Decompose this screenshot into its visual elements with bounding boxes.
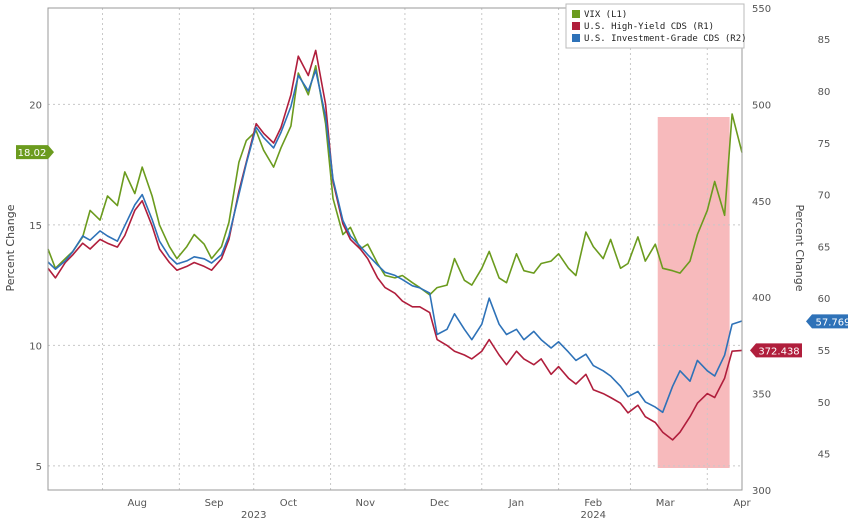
tick-label-r2: 55 [818, 346, 831, 357]
series-line-2 [47, 69, 743, 414]
highlight-region [657, 117, 730, 468]
tick-label-r1: 350 [752, 390, 771, 401]
series-line-1 [47, 49, 743, 441]
grid-layer [48, 8, 742, 490]
legend-swatch [572, 34, 580, 42]
legend-label: U.S. Investment-Grade CDS (R2) [584, 34, 747, 44]
tick-label-x: Mar [656, 498, 676, 509]
tick-label-left: 5 [36, 462, 42, 473]
last-value-badge: 57.769 [806, 314, 848, 328]
last-value-badge: 18.02 [16, 145, 54, 160]
tick-label-x: Oct [280, 498, 297, 509]
tick-label-x: Feb [584, 498, 602, 509]
tick-label-r1: 550 [752, 4, 771, 15]
last-value-badge-bg [16, 145, 54, 160]
last-value-badge: 372.438 [750, 343, 802, 358]
y-axis-title-left: Percent Change [4, 204, 17, 291]
tick-label-left: 10 [29, 341, 42, 352]
year-label: 2023 [241, 510, 266, 520]
tick-label-r1: 500 [752, 100, 771, 111]
legend-label: U.S. High-Yield CDS (R1) [584, 22, 714, 32]
tick-label-r2: 85 [818, 35, 831, 46]
tick-label-r2: 65 [818, 242, 831, 253]
tick-label-x: Jan [508, 498, 524, 509]
last-value-label: 57.769 [816, 317, 848, 328]
tick-label-x: Sep [205, 498, 224, 509]
last-value-label: 372.438 [758, 346, 799, 357]
y-axis-title-right: Percent Change [793, 204, 806, 291]
series-layer [47, 49, 743, 441]
tick-label-r1: 300 [752, 486, 771, 497]
last-value-badge-bg [806, 314, 848, 329]
tick-label-r2: 75 [818, 139, 831, 150]
legend: VIX (L1) U.S. High-Yield CDS (R1) U.S. Inv… [565, 3, 747, 49]
last-value-badge-bg [750, 343, 802, 358]
legend-swatch [572, 10, 580, 18]
legend-swatch [572, 22, 580, 30]
tick-label-left: 20 [29, 100, 42, 111]
tick-label-r2: 70 [818, 191, 831, 202]
tick-label-x: Dec [430, 498, 449, 509]
legend-box [565, 3, 745, 49]
tick-label-r2: 80 [818, 87, 831, 98]
tick-label-left: 15 [29, 221, 42, 232]
tick-label-x: Aug [127, 498, 147, 509]
tick-label-r2: 50 [818, 398, 831, 409]
tick-label-r2: 60 [818, 294, 831, 305]
tick-label-r2: 45 [818, 450, 831, 461]
tick-label-x: Apr [733, 498, 751, 509]
last-value-label: 18.02 [18, 148, 47, 159]
plot-frame [47, 7, 743, 491]
legend-label: VIX (L1) [584, 10, 627, 20]
tick-label-r1: 450 [752, 197, 771, 208]
series-line-0 [47, 65, 743, 296]
year-label: 2024 [581, 510, 606, 520]
highlight-layer [657, 117, 730, 468]
axes-layer: 5 10 15 20 300 350 400 450 500 550 45 50 55 60 65 70 75 8… [16, 4, 848, 520]
tick-label-x: Nov [355, 498, 375, 509]
tick-label-r1: 400 [752, 293, 771, 304]
